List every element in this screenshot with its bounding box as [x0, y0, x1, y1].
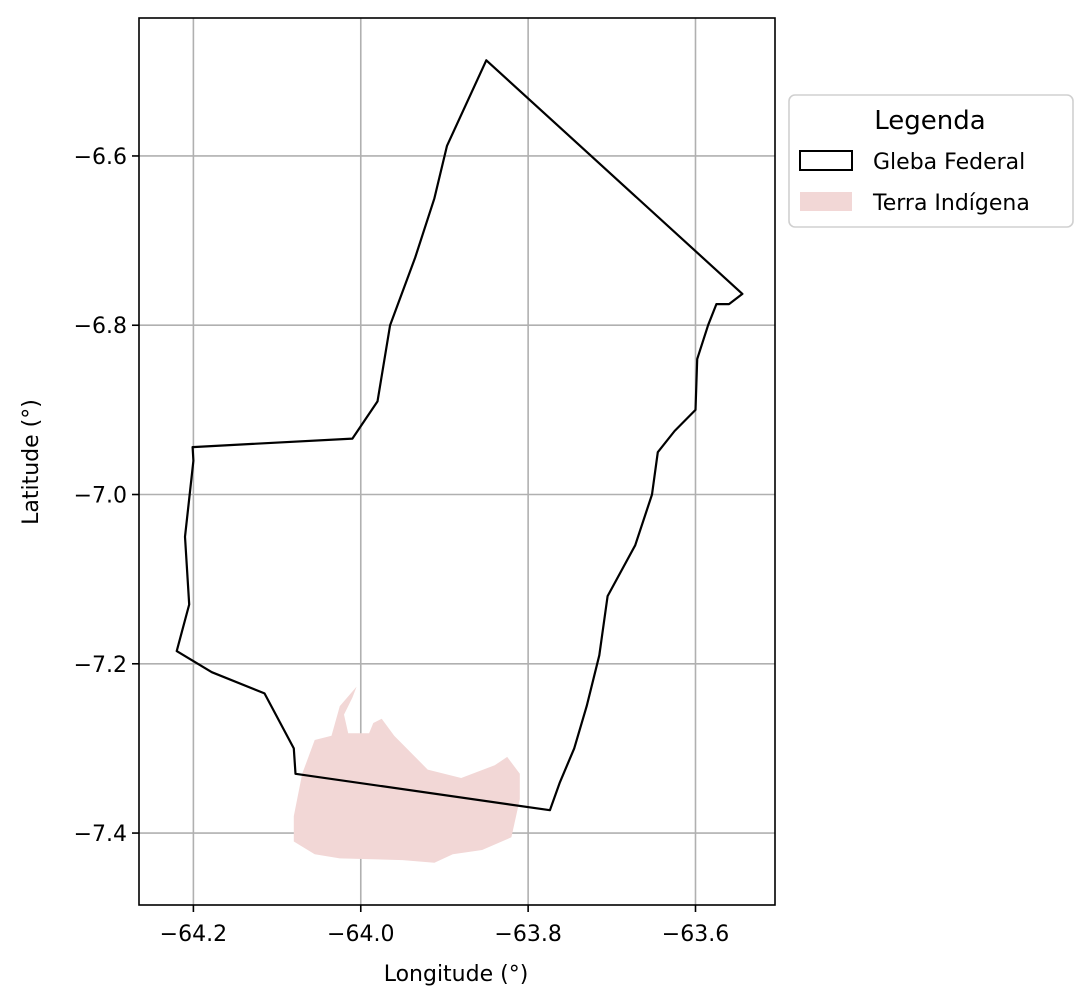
- x-axis-title: Longitude (°): [384, 962, 529, 987]
- legend-swatch-terra-indigena: [800, 192, 852, 211]
- legend-label-gleba-federal: Gleba Federal: [873, 150, 1025, 175]
- y-tick-label: −7.4: [74, 822, 127, 847]
- axis-ticks: −64.2 −64.0 −63.8 −63.6 −6.6 −6.8 −7.0 −7.2 −7.4: [74, 145, 730, 947]
- terra-indigena-polygon: [293, 686, 520, 863]
- legend-label-terra-indigena: Terra Indígena: [872, 191, 1030, 216]
- legend-box: [788, 94, 1074, 228]
- map-features: [175, 59, 744, 863]
- x-tick-label: −63.8: [494, 922, 561, 947]
- y-tick-label: −6.6: [74, 145, 127, 170]
- axes-background: [139, 18, 775, 905]
- x-tick-label: −64.0: [327, 922, 394, 947]
- y-tick-label: −7.0: [74, 484, 127, 509]
- legend-swatch-gleba-federal: [799, 150, 853, 171]
- x-tick-label: −63.6: [662, 922, 729, 947]
- y-axis-title: Latitude (°): [19, 399, 44, 525]
- y-tick-label: −6.8: [74, 314, 127, 339]
- gridlines: [139, 18, 775, 905]
- plot-area: −64.2 −64.0 −63.8 −63.6 −6.6 −6.8 −7.0 −7.2 −7.4: [74, 17, 776, 947]
- gleba-federal-polygon: [175, 59, 744, 812]
- x-tick-label: −64.2: [160, 922, 227, 947]
- legend: Legenda Gleba Federal Terra Indígena: [788, 94, 1074, 228]
- legend-title: Legenda: [874, 106, 985, 136]
- axes-frame: [138, 17, 776, 906]
- y-tick-label: −7.2: [74, 653, 127, 678]
